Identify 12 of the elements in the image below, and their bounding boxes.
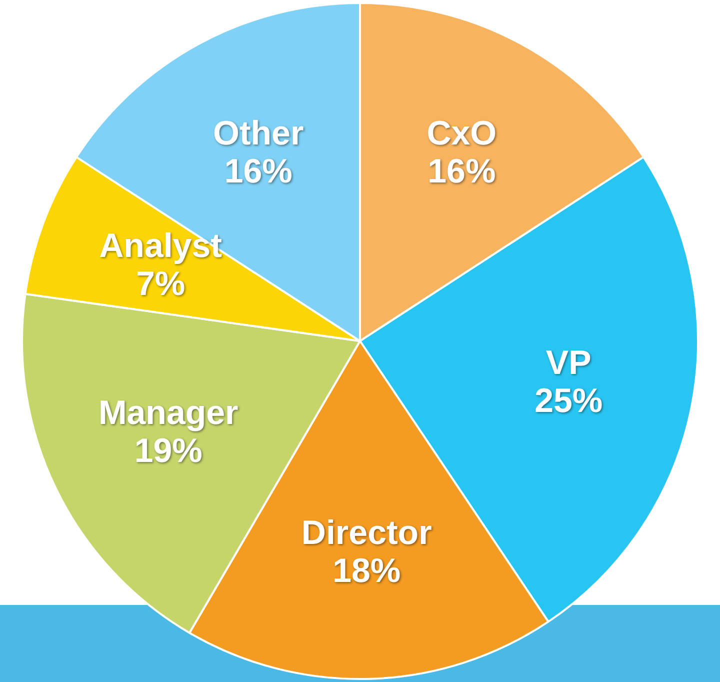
slice-label: Director [301,514,432,552]
slice-label: CxO [426,114,497,152]
slice-label: Other [213,114,304,152]
data-label: 7% [136,264,186,303]
slice-label: Analyst [99,226,222,265]
slice-label: Manager [98,394,238,432]
data-label: 16% [428,152,496,190]
data-label: 16% [224,152,292,190]
data-label: 19% [134,432,202,470]
data-label: 25% [534,382,603,420]
data-label: 18% [332,552,401,590]
slice-label: VP [546,344,592,382]
